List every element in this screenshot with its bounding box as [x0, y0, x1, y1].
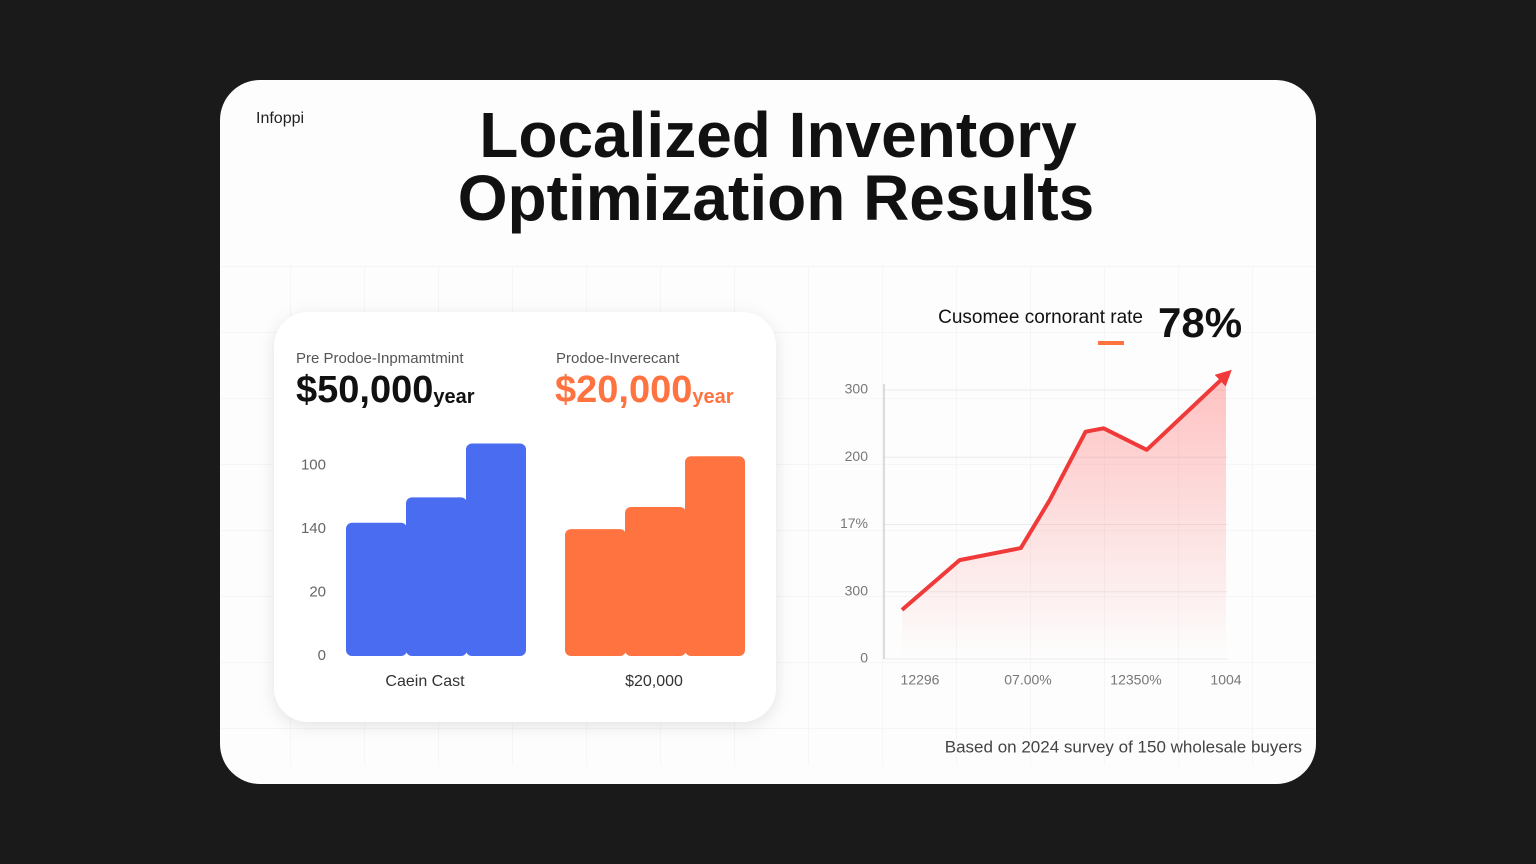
unit: year: [692, 386, 733, 408]
x-tick-label: 1004: [1210, 672, 1241, 688]
accent-dash: [1098, 341, 1124, 345]
unit: year: [433, 386, 474, 408]
brand: Infoppi: [256, 110, 304, 127]
y-tick-label: 100: [301, 457, 326, 474]
y-tick-label: 300: [845, 381, 869, 397]
card-label: Pre Prodoe-Inpmamtmint: [296, 350, 464, 367]
bar-step: [625, 506, 686, 656]
title: Localized Inventory: [479, 99, 1077, 171]
chart-title: Cusomee cornorant rate: [938, 307, 1143, 328]
amount: $50,000: [296, 369, 433, 411]
y-tick-label: 20: [309, 584, 326, 601]
y-tick-label: 300: [845, 582, 869, 598]
x-tick-label: 07.00%: [1004, 672, 1051, 688]
bar-step: [346, 522, 407, 656]
card-label: Prodoe-Inverecant: [556, 350, 680, 367]
highlight-value: 78%: [1158, 299, 1242, 346]
y-tick-label: 17%: [840, 515, 868, 531]
y-tick-label: 0: [318, 647, 326, 664]
x-tick-label: 12296: [901, 672, 940, 688]
x-tick-label: 12350%: [1110, 672, 1161, 688]
bar-step: [466, 443, 526, 656]
bar-step: [406, 497, 467, 656]
amount: $20,000: [555, 369, 692, 411]
card-amount: $20,000year: [555, 369, 734, 411]
y-tick-label: 0: [860, 650, 868, 666]
bar-step: [685, 456, 745, 656]
y-tick-label: 140: [301, 520, 326, 537]
title: Optimization Results: [458, 162, 1095, 234]
card-amount: $50,000year: [296, 369, 475, 411]
line: [900, 369, 1232, 612]
footnote: Based on 2024 survey of 150 wholesale bu…: [945, 737, 1302, 756]
area: [902, 375, 1226, 659]
x-tick-label: $20,000: [625, 673, 683, 690]
x-tick-label: Caein Cast: [385, 673, 465, 690]
bar-step: [565, 529, 626, 656]
y-tick-label: 200: [845, 448, 869, 464]
